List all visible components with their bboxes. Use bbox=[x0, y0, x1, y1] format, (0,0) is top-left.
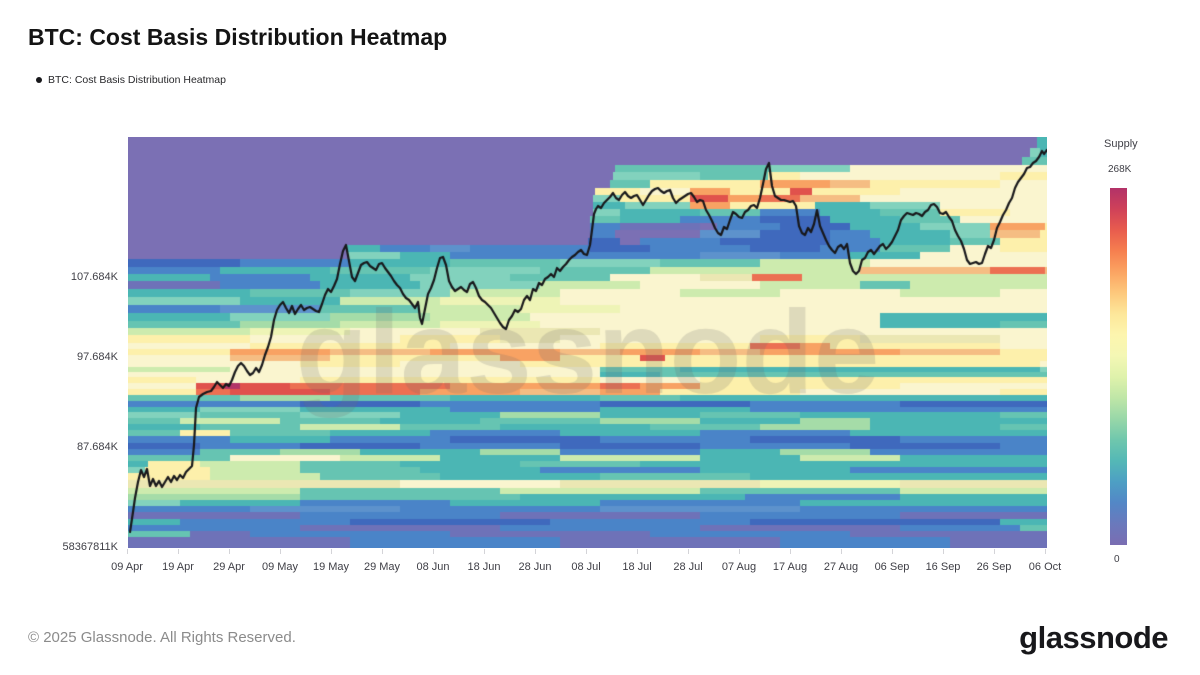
x-tick-label: 09 May bbox=[261, 561, 299, 573]
colorbar-title: Supply bbox=[1104, 138, 1138, 150]
x-tick-label: 19 Apr bbox=[162, 561, 194, 573]
x-tick-mark bbox=[229, 549, 230, 554]
x-tick-label: 26 Sep bbox=[976, 561, 1012, 573]
legend-series-label[interactable]: BTC: Cost Basis Distribution Heatmap bbox=[48, 74, 226, 86]
colorbar-min-label: 0 bbox=[1114, 554, 1120, 565]
x-axis: 09 Apr 19 Apr 29 Apr 09 May 19 May 29 May 08 J… bbox=[0, 548, 1100, 582]
x-tick-mark bbox=[178, 549, 179, 554]
y-tick-label: 107.684K bbox=[70, 271, 118, 283]
copyright-text: © 2025 Glassnode. All Rights Reserved. bbox=[28, 629, 296, 646]
legend: BTC: Cost Basis Distribution Heatmap bbox=[36, 74, 226, 86]
x-tick-mark bbox=[127, 549, 128, 554]
x-tick-mark bbox=[637, 549, 638, 554]
x-tick-label: 19 May bbox=[312, 561, 350, 573]
x-tick-label: 06 Oct bbox=[1028, 561, 1062, 573]
glassnode-logo: glassnode bbox=[1019, 620, 1168, 655]
x-tick-mark bbox=[535, 549, 536, 554]
y-tick-label: 58367811K bbox=[62, 541, 118, 553]
supply-colorbar: Supply 268K 0 bbox=[1100, 137, 1196, 577]
x-tick-label: 16 Sep bbox=[925, 561, 961, 573]
x-tick-label: 08 Jul bbox=[571, 561, 601, 573]
x-tick-label: 28 Jun bbox=[518, 561, 552, 573]
heatmap-plot-area[interactable] bbox=[128, 137, 1047, 548]
page-title: BTC: Cost Basis Distribution Heatmap bbox=[28, 24, 448, 50]
x-tick-label: 29 May bbox=[363, 561, 401, 573]
x-tick-label: 18 Jul bbox=[622, 561, 652, 573]
x-tick-mark bbox=[484, 549, 485, 554]
x-tick-mark bbox=[790, 549, 791, 554]
colorbar-gradient bbox=[1110, 188, 1127, 545]
x-tick-label: 17 Aug bbox=[772, 561, 808, 573]
y-axis: 107.684K 97.684K 87.684K 58367811K bbox=[30, 137, 118, 553]
x-tick-mark bbox=[586, 549, 587, 554]
x-tick-mark bbox=[433, 549, 434, 554]
x-tick-mark bbox=[841, 549, 842, 554]
x-tick-label: 27 Aug bbox=[823, 561, 859, 573]
x-tick-label: 09 Apr bbox=[111, 561, 143, 573]
x-tick-mark bbox=[331, 549, 332, 554]
x-tick-mark bbox=[994, 549, 995, 554]
legend-series-dot-icon bbox=[36, 77, 42, 83]
x-tick-mark bbox=[382, 549, 383, 554]
heatmap-canvas[interactable] bbox=[128, 137, 1047, 548]
x-tick-label: 29 Apr bbox=[213, 561, 245, 573]
x-tick-mark bbox=[739, 549, 740, 554]
y-tick-label: 97.684K bbox=[77, 351, 118, 363]
x-tick-label: 08 Jun bbox=[416, 561, 450, 573]
y-tick-label: 87.684K bbox=[77, 441, 118, 453]
colorbar-max-label: 268K bbox=[1108, 164, 1132, 175]
x-tick-label: 18 Jun bbox=[467, 561, 501, 573]
x-tick-mark bbox=[688, 549, 689, 554]
x-tick-label: 07 Aug bbox=[721, 561, 757, 573]
x-tick-mark bbox=[280, 549, 281, 554]
x-tick-label: 28 Jul bbox=[673, 561, 703, 573]
x-tick-label: 06 Sep bbox=[874, 561, 910, 573]
x-tick-mark bbox=[1045, 549, 1046, 554]
x-tick-mark bbox=[892, 549, 893, 554]
x-tick-mark bbox=[943, 549, 944, 554]
